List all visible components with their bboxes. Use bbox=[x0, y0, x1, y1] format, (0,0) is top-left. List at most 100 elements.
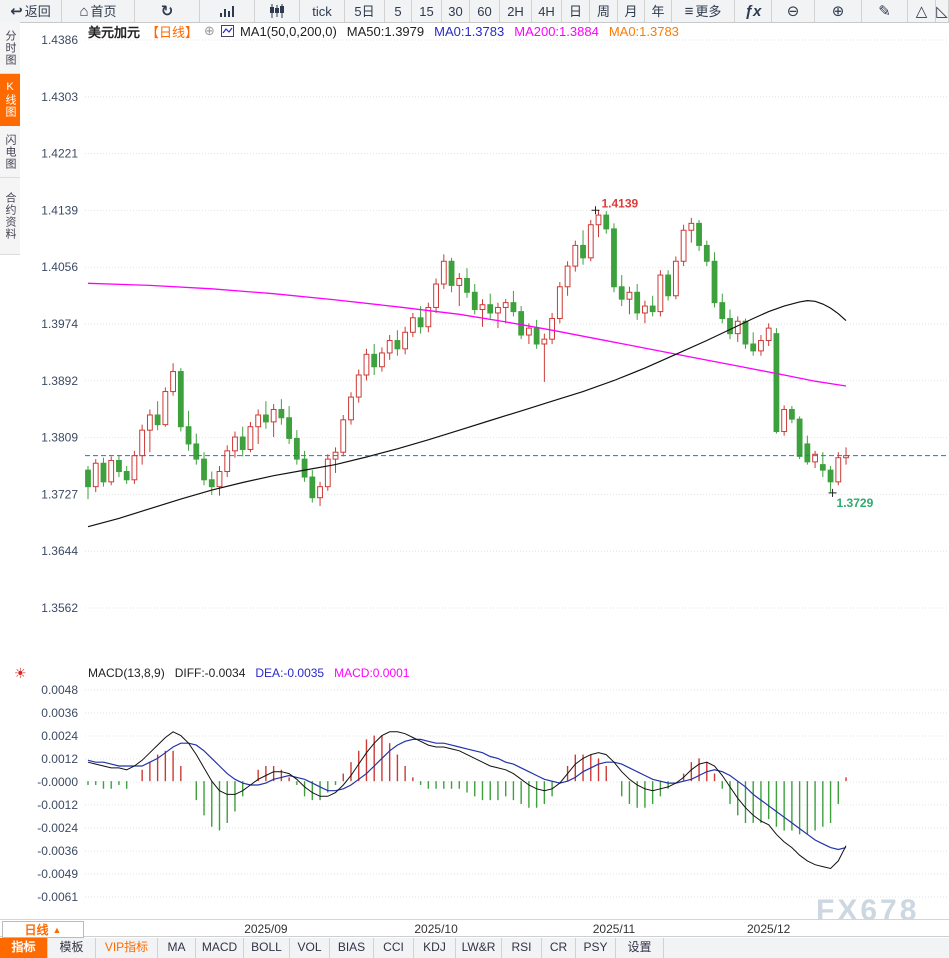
svg-text:1.3729: 1.3729 bbox=[837, 496, 874, 510]
pencil-icon: ✎ bbox=[878, 2, 891, 20]
period-selector-button[interactable]: 日线 ▲ bbox=[2, 921, 84, 938]
refresh-icon: ↻ bbox=[160, 2, 174, 20]
fx-icon: ƒx bbox=[744, 2, 762, 20]
period-week-button[interactable]: 周 bbox=[590, 0, 618, 22]
settings-button[interactable]: 设置 bbox=[616, 938, 664, 958]
zoom-in-button[interactable]: ⊕ bbox=[815, 0, 862, 22]
svg-text:-0.0012: -0.0012 bbox=[37, 798, 78, 812]
ma-label: MA0:1.3783 bbox=[608, 23, 679, 39]
back-button[interactable]: ↩ 返回 bbox=[0, 0, 62, 22]
svg-text:1.3644: 1.3644 bbox=[41, 544, 78, 558]
ma-label: MA200:1.3884 bbox=[514, 23, 599, 39]
ma-label: MA1(50,0,200,0) bbox=[239, 23, 337, 39]
svg-text:-0.0049: -0.0049 bbox=[37, 867, 78, 881]
cci-button[interactable]: CCI bbox=[374, 938, 414, 958]
period-tag[interactable]: 【日线】 bbox=[146, 24, 199, 40]
period-30-button[interactable]: 30 bbox=[442, 0, 470, 22]
vol-button[interactable]: VOL bbox=[290, 938, 330, 958]
add-indicator-icon[interactable]: ⊕ bbox=[204, 23, 215, 38]
macd-gridlines: 0.0048 0.0036 0.0024 0.0012 -0.0000 -0.0012 -0… bbox=[37, 683, 949, 904]
time-axis: 日线 ▲ 2025/09 2025/10 2025/11 2025/12 bbox=[0, 919, 949, 938]
price-gridlines: 1.4386 1.4303 1.4221 1.4139 1.4056 1.3974 1.38… bbox=[41, 33, 949, 615]
period-5d-button[interactable]: 5日 bbox=[345, 0, 385, 22]
home-button[interactable]: ⌂ 首页 bbox=[62, 0, 135, 22]
svg-text:1.4139: 1.4139 bbox=[602, 196, 639, 210]
cr-button[interactable]: CR bbox=[542, 938, 576, 958]
svg-text:0.0012: 0.0012 bbox=[41, 752, 78, 766]
period-2h-button[interactable]: 2H bbox=[500, 0, 532, 22]
tick-button[interactable]: tick bbox=[300, 0, 345, 22]
lwr-button[interactable]: LW&R bbox=[456, 938, 502, 958]
refresh-button[interactable]: ↻ bbox=[135, 0, 200, 22]
period-month-button[interactable]: 月 bbox=[618, 0, 645, 22]
high-annotation: 1.4139 bbox=[591, 196, 639, 215]
macd-value-label: MACD(13,8,9) bbox=[88, 666, 165, 680]
indicator-sun-icon[interactable]: ☀ bbox=[14, 665, 27, 681]
tab-kline-chart[interactable]: K线图 bbox=[0, 74, 20, 126]
more-button[interactable]: ≡ 更多 bbox=[672, 0, 735, 22]
macd-value-label: MACD:0.0001 bbox=[334, 666, 410, 680]
svg-text:-0.0036: -0.0036 bbox=[37, 844, 78, 858]
svg-text:1.4221: 1.4221 bbox=[41, 147, 78, 161]
svg-text:1.4386: 1.4386 bbox=[41, 33, 78, 47]
svg-text:1.3809: 1.3809 bbox=[41, 431, 78, 445]
ma-label: MA50:1.3979 bbox=[346, 23, 425, 39]
indicator-button[interactable]: 指标 bbox=[0, 938, 48, 958]
psy-button[interactable]: PSY bbox=[576, 938, 616, 958]
ma-settings-icon[interactable] bbox=[220, 25, 234, 37]
symbol-title: 美元加元 bbox=[88, 24, 141, 40]
macd-header: MACD(13,8,9) DIFF:-0.0034 DEA:-0.0035 MACD:… bbox=[88, 666, 409, 680]
svg-text:1.3892: 1.3892 bbox=[41, 374, 78, 388]
line-chart-button[interactable] bbox=[200, 0, 255, 22]
ma-label: MA0:1.3783 bbox=[434, 23, 505, 39]
period-selector-label: 日线 bbox=[24, 923, 49, 937]
svg-text:1.3562: 1.3562 bbox=[41, 601, 78, 615]
ma-button[interactable]: MA bbox=[158, 938, 196, 958]
macd-histogram bbox=[87, 735, 847, 835]
bottom-toolbar: 指标 模板 VIP指标 MA MACD BOLL VOL BIAS CCI KDJ LW&R RSI C… bbox=[0, 938, 949, 958]
dea-line bbox=[87, 738, 847, 851]
candle-chart-button[interactable] bbox=[255, 0, 300, 22]
back-arrow-icon: ↩ bbox=[10, 2, 23, 20]
draw-button[interactable]: ✎ bbox=[862, 0, 908, 22]
tab-lightning-chart[interactable]: 闪电图 bbox=[0, 126, 20, 178]
svg-text:0.0048: 0.0048 bbox=[41, 683, 78, 697]
home-icon: ⌂ bbox=[79, 2, 89, 20]
bias-button[interactable]: BIAS bbox=[330, 938, 374, 958]
period-4h-button[interactable]: 4H bbox=[532, 0, 562, 22]
period-year-button[interactable]: 年 bbox=[645, 0, 672, 22]
sidebar: 分时图 K线图 闪电图 合约资料 bbox=[0, 22, 20, 255]
macd-value-label: DEA:-0.0035 bbox=[255, 666, 325, 680]
triangle-icon: △ bbox=[915, 2, 928, 20]
menu-icon: ≡ bbox=[684, 2, 694, 20]
vip-indicator-button[interactable]: VIP指标 bbox=[96, 938, 158, 958]
period-60-button[interactable]: 60 bbox=[470, 0, 500, 22]
shape-corner-button[interactable]: ◺ bbox=[936, 0, 949, 22]
period-15-button[interactable]: 15 bbox=[412, 0, 442, 22]
tab-contract-info[interactable]: 合约资料 bbox=[0, 178, 20, 255]
time-axis-label: 2025/09 bbox=[244, 922, 288, 936]
rsi-button[interactable]: RSI bbox=[502, 938, 542, 958]
time-axis-label: 2025/12 bbox=[746, 922, 791, 936]
kdj-button[interactable]: KDJ bbox=[414, 938, 456, 958]
time-axis-label: 2025/11 bbox=[592, 922, 636, 936]
fx-button[interactable]: ƒx bbox=[735, 0, 772, 22]
tab-time-chart[interactable]: 分时图 bbox=[0, 22, 20, 74]
period-5-button[interactable]: 5 bbox=[385, 0, 412, 22]
chevron-up-icon: ▲ bbox=[52, 924, 62, 935]
period-day-button[interactable]: 日 bbox=[562, 0, 590, 22]
boll-button[interactable]: BOLL bbox=[244, 938, 290, 958]
shape-triangle-button[interactable]: △ bbox=[908, 0, 936, 22]
macd-button[interactable]: MACD bbox=[196, 938, 244, 958]
time-axis-label: 2025/10 bbox=[414, 922, 458, 936]
bar-chart-icon bbox=[219, 4, 235, 18]
zoom-out-icon: ⊖ bbox=[786, 2, 800, 20]
candles-group bbox=[85, 210, 849, 506]
zoom-out-button[interactable]: ⊖ bbox=[772, 0, 815, 22]
zoom-in-icon: ⊕ bbox=[831, 2, 845, 20]
template-button[interactable]: 模板 bbox=[48, 938, 96, 958]
ma50-line bbox=[87, 299, 847, 528]
macd-value-label: DIFF:-0.0034 bbox=[174, 666, 246, 680]
svg-text:1.4139: 1.4139 bbox=[41, 203, 78, 217]
